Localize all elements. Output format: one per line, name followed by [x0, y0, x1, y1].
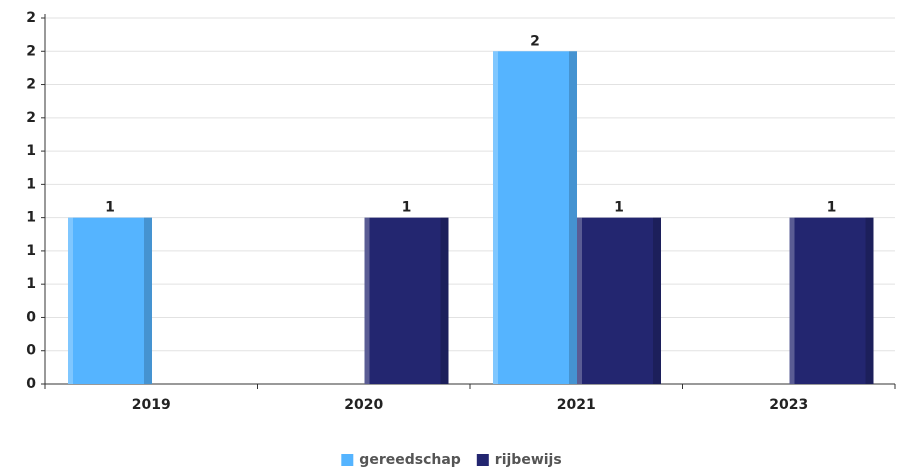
legend-label: gereedschap	[359, 452, 461, 468]
bar	[577, 217, 661, 384]
y-tick-label: 0	[26, 343, 36, 359]
y-tick-label: 2	[26, 110, 36, 126]
y-tick-label: 2	[26, 10, 36, 26]
bar-shade	[865, 217, 874, 384]
y-tick-label: 0	[26, 309, 36, 325]
x-tick-label: 2020	[344, 397, 383, 413]
y-tick-label: 1	[26, 176, 36, 192]
legend-item: rijbewijs	[476, 452, 562, 468]
y-tick-label: 1	[26, 276, 36, 292]
legend-item: gereedschap	[341, 452, 461, 468]
legend: gereedschap rijbewijs	[341, 452, 562, 468]
bar-shade	[144, 217, 152, 384]
value-label: 1	[105, 200, 115, 216]
x-tick-label: 2021	[557, 397, 596, 413]
y-tick-label: 2	[26, 77, 36, 93]
y-tick-label: 1	[26, 210, 36, 226]
bar-shade	[653, 217, 661, 384]
bar-highlight	[577, 217, 582, 384]
bar	[68, 217, 152, 384]
y-tick-label: 0	[26, 376, 36, 392]
y-tick-label: 2	[26, 43, 36, 59]
value-label: 1	[614, 200, 624, 216]
value-label: 2	[530, 33, 540, 49]
x-tick-label: 2019	[132, 397, 171, 413]
value-label: 1	[827, 200, 837, 216]
bar	[364, 217, 449, 384]
value-label: 1	[402, 200, 412, 216]
legend-swatch	[476, 454, 489, 466]
bar-shade	[440, 217, 449, 384]
y-tick-label: 1	[26, 243, 36, 259]
bar	[493, 51, 577, 384]
bar-highlight	[789, 217, 795, 384]
bar-highlight	[364, 217, 370, 384]
legend-label: rijbewijs	[495, 452, 562, 468]
x-tick-label: 2023	[769, 397, 808, 413]
y-tick-label: 1	[26, 143, 36, 159]
bar-highlight	[68, 217, 73, 384]
legend-swatch	[341, 454, 354, 466]
bar-shade	[569, 51, 577, 384]
bar	[789, 217, 874, 384]
bar-highlight	[493, 51, 498, 384]
